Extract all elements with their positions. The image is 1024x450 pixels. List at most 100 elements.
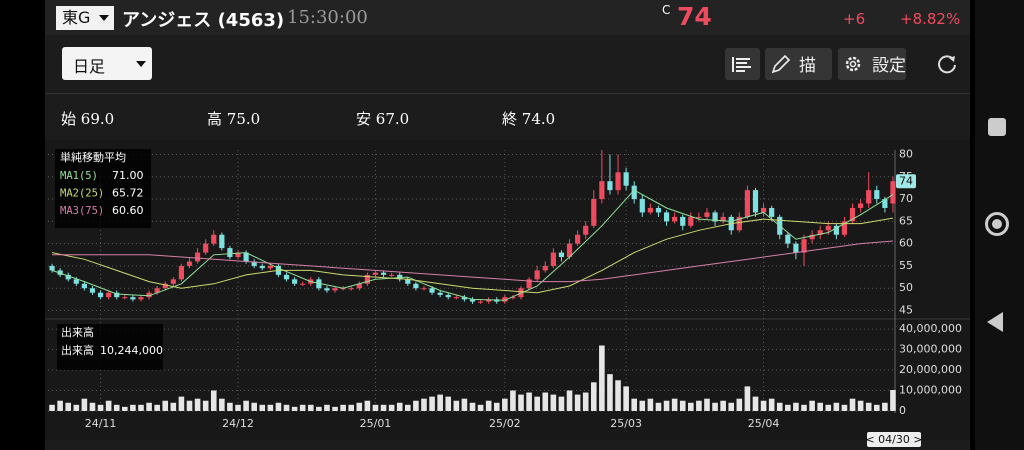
candle-body (413, 283, 419, 289)
volume-bar (493, 402, 500, 411)
icon (845, 56, 861, 72)
recent-apps-button[interactable] (988, 118, 1006, 136)
candle-body (154, 288, 160, 293)
volume-bar (267, 404, 274, 411)
volume-bar (405, 404, 411, 411)
candle-body (607, 181, 613, 191)
volume-bar (712, 402, 718, 411)
y-tick-label: 30,000,000 (899, 343, 962, 356)
back-button[interactable] (987, 312, 1003, 332)
volume-bar (130, 404, 136, 411)
volume-bar (849, 398, 856, 411)
candle-body (599, 181, 605, 200)
candle-body (453, 297, 459, 299)
candle-body (211, 234, 217, 244)
candle-body (130, 297, 136, 300)
icon (732, 57, 751, 72)
stock-code: (4563) (217, 10, 285, 31)
volume-bar (736, 398, 743, 411)
volume-bar (49, 404, 55, 411)
candle-body (364, 274, 370, 284)
volume-bar (502, 398, 508, 411)
refresh-button[interactable] (935, 52, 959, 76)
y-tick-label: 40,000,000 (899, 322, 962, 335)
settings-label: 設定 (872, 56, 906, 76)
candle-body (890, 181, 896, 204)
volume-bar (890, 390, 896, 411)
candle-body (793, 243, 799, 253)
date-tag-label: < 04/30 > (865, 433, 922, 446)
volume-bar (825, 404, 832, 411)
x-tick-label: 24/11 (85, 417, 117, 430)
volume-bar (865, 402, 872, 411)
candle-body (583, 225, 589, 235)
volume-bar (615, 380, 621, 411)
x-tick-label: 25/04 (748, 417, 780, 430)
candle-body (114, 292, 120, 298)
candle-body (769, 207, 775, 217)
volume-bar (291, 406, 298, 411)
period-text: 日足 (73, 57, 106, 76)
candle-body (477, 301, 484, 303)
candle-body (348, 288, 354, 290)
system-nav (975, 0, 1024, 450)
candle-body (809, 234, 815, 240)
volume-bar (599, 345, 605, 411)
candle-body (186, 261, 193, 266)
candle-body (785, 234, 791, 244)
exchange-select[interactable]: 東G (56, 6, 114, 30)
candle-body (663, 212, 670, 222)
candle-body (833, 225, 839, 235)
candle-body (356, 283, 362, 289)
settings-button[interactable]: 設定 (838, 48, 906, 80)
candle-body (672, 216, 678, 222)
candle-body (825, 225, 831, 231)
legend-name: MA1(5) (60, 170, 98, 182)
candle-body (882, 199, 888, 208)
candle-body (510, 297, 516, 299)
volume-bar (259, 404, 266, 411)
candle-body (429, 288, 435, 293)
volume-bar (720, 400, 726, 411)
draw-button[interactable]: 描画 (765, 48, 832, 80)
volume-bar (202, 400, 209, 411)
chart-background (45, 140, 970, 440)
candle-body (566, 243, 573, 258)
volume-bar (421, 398, 427, 411)
volume-bar (227, 402, 233, 411)
candle-body (712, 212, 718, 222)
volume-bar (81, 398, 88, 411)
ohlc-label: 始 (61, 110, 77, 128)
volume-bar (631, 398, 638, 411)
candle-body (720, 216, 726, 222)
price-tag-label: 74 (899, 175, 913, 188)
volume-bar (744, 386, 751, 411)
volume-bar (316, 406, 322, 411)
volume-bar (607, 374, 613, 411)
period-select[interactable]: 日足 (62, 47, 152, 80)
volume-bar (477, 404, 484, 411)
candle-body (704, 212, 710, 217)
volume-bar (243, 400, 249, 411)
legend-title: 単純移動平均 (60, 150, 126, 164)
volume-bar (663, 400, 670, 411)
candle-body (550, 252, 556, 266)
candle-body (437, 292, 443, 295)
candle-body (203, 243, 209, 253)
volume-bar (210, 390, 217, 411)
candle-body (243, 252, 249, 262)
ohlc-label: 高 (207, 110, 223, 128)
volume-bar (388, 404, 395, 411)
stock-name: アンジェス (4563) (122, 6, 284, 32)
volume-bar (688, 402, 694, 411)
volume-bar (518, 394, 524, 411)
y-tick-label: 50 (899, 281, 913, 294)
indicator-button[interactable] (725, 48, 760, 80)
volume-bar (57, 400, 63, 411)
volume-bar (178, 396, 185, 411)
volume-bar (542, 392, 549, 411)
home-button[interactable] (985, 212, 1009, 236)
volume-bar (526, 392, 532, 411)
volume-bar (445, 396, 452, 411)
